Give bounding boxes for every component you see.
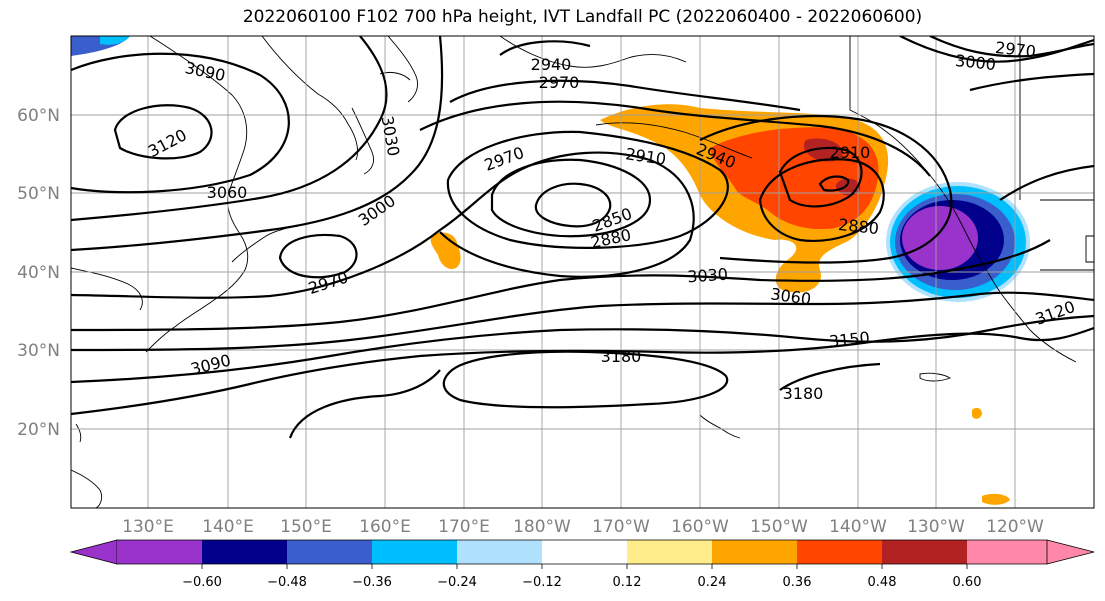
colorbar-tick-label: −0.48	[267, 575, 307, 590]
colorbar-bin	[712, 540, 797, 564]
colorbar-bin	[202, 540, 287, 564]
contour-label: 3090	[189, 351, 233, 379]
colorbar-bin	[287, 540, 372, 564]
contour-label: 3060	[207, 183, 248, 202]
ivt-positive-shading-small-3	[972, 407, 982, 419]
ivt-negative-shading-purple	[902, 206, 978, 270]
lon-label: 150°W	[750, 517, 808, 537]
colorbar-bin	[117, 540, 202, 564]
lon-label: 130°E	[122, 517, 174, 537]
colorbar-bin	[967, 540, 1047, 564]
contour-label: 2970	[994, 38, 1036, 61]
lat-label: 40°N	[17, 263, 60, 283]
ivt-shading	[71, 36, 1030, 505]
latitude-labels: 60°N 50°N 40°N 30°N 20°N	[17, 106, 60, 440]
contour-label: 3000	[355, 191, 399, 230]
colorbar-tick-label: −0.12	[522, 575, 562, 590]
lon-label: 150°E	[280, 517, 332, 537]
contour-label: 3180	[601, 347, 642, 366]
map-frame	[70, 35, 1095, 509]
colorbar-tick-label: 0.36	[783, 575, 812, 590]
longitude-labels: 130°E 140°E 150°E 160°E 170°E 180°W 170°…	[122, 517, 1044, 537]
contour-label: 3000	[954, 51, 996, 74]
colorbar-bin	[627, 540, 712, 564]
contour-label: 2910	[624, 144, 667, 168]
lon-label: 160°E	[359, 517, 411, 537]
lon-label: 120°W	[986, 517, 1044, 537]
colorbar-bin	[797, 540, 882, 564]
colorbar-bin	[542, 540, 627, 564]
colorbar-bin	[882, 540, 967, 564]
colorbar-bin	[372, 540, 457, 564]
contour-label: 3150	[828, 328, 870, 351]
map-title: 2022060100 F102 700 hPa height, IVT Land…	[242, 7, 923, 27]
lat-label: 20°N	[17, 420, 60, 440]
contour-label: 2910	[830, 143, 871, 162]
colorbar-tick-label: 0.60	[953, 575, 982, 590]
lon-label: 140°W	[829, 517, 887, 537]
lat-label: 30°N	[17, 341, 60, 361]
ivt-positive-shading-darkred	[803, 138, 843, 162]
lon-label: 180°W	[513, 517, 571, 537]
contour-label: 2880	[837, 215, 879, 238]
colorbar-tick-label: −0.36	[352, 575, 392, 590]
lon-label: 140°E	[202, 517, 254, 537]
ivt-negative-shading-corner-cyan	[100, 36, 130, 45]
colorbar-tick-label: −0.60	[182, 575, 222, 590]
height-contours	[71, 36, 1094, 439]
colorbar-tick-label: −0.24	[437, 575, 477, 590]
lon-label: 170°W	[592, 517, 650, 537]
lat-label: 60°N	[17, 106, 60, 126]
contour-label: 3030	[687, 265, 729, 287]
contour-label: 3120	[1033, 297, 1078, 329]
contour-label: 2970	[539, 73, 580, 92]
contour-label: 3120	[145, 125, 190, 161]
contour-label: 3180	[783, 384, 824, 403]
contour-label: 2940	[531, 55, 572, 74]
contour-label: 3030	[378, 114, 404, 157]
colorbar-tick-label: 0.24	[698, 575, 727, 590]
colorbar: −0.60 −0.48 −0.36 −0.24 −0.12 0.12 0.24 …	[69, 539, 1095, 590]
colorbar-tick-label: 0.12	[613, 575, 642, 590]
lon-label: 130°W	[907, 517, 965, 537]
lat-label: 50°N	[17, 184, 60, 204]
colorbar-bin	[457, 540, 542, 564]
colorbar-tick-label: 0.48	[868, 575, 897, 590]
colorbar-extend-low	[69, 539, 118, 565]
lon-label: 170°E	[438, 517, 490, 537]
contour-label: 3090	[183, 58, 227, 85]
colorbar-extend-high	[1046, 539, 1095, 565]
lon-label: 160°W	[671, 517, 729, 537]
ivt-positive-shading-small-2	[982, 493, 1010, 505]
